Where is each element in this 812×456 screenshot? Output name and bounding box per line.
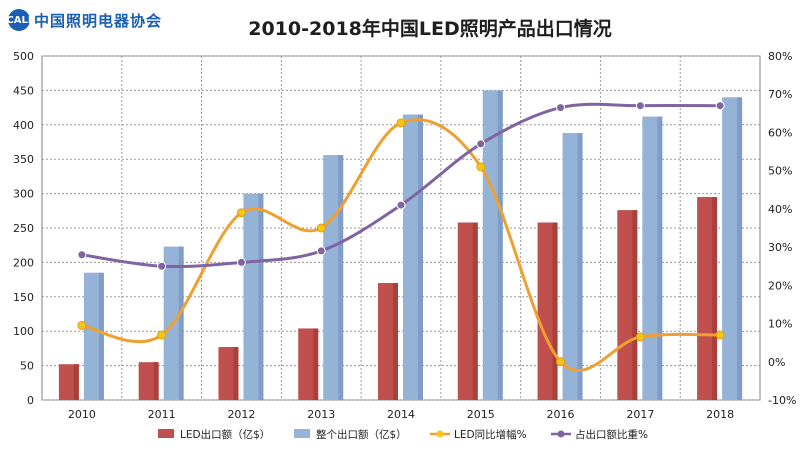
x-tick-label: 2014 (387, 408, 415, 421)
bar-total-export-shade (418, 114, 423, 400)
logo-mark: CALI (6, 9, 32, 31)
x-tick-label: 2012 (227, 408, 255, 421)
y-left-tick-label: 0 (27, 394, 34, 407)
bar-total-export-shade (338, 155, 344, 400)
y-left-tick-label: 150 (13, 291, 34, 304)
x-tick-label: 2016 (547, 408, 575, 421)
bar-led-export-shade (712, 197, 718, 400)
y-left-tick-label: 250 (13, 222, 34, 235)
bar-led-export-shade (153, 362, 159, 400)
line-led-growth-point (476, 162, 486, 172)
legend-swatch (294, 429, 310, 438)
bar-led-export-shade (233, 347, 239, 400)
line-led-growth-point (236, 208, 246, 218)
line-export-share-point (316, 246, 326, 256)
x-tick-label: 2018 (706, 408, 734, 421)
y-right-tick-label: 10% (768, 318, 792, 331)
legend-label: 占出口额比重% (575, 428, 648, 441)
legend-label: 整个出口额（亿$） (316, 428, 407, 441)
bar-led-export-shade (632, 210, 638, 400)
line-export-share-point (476, 139, 486, 149)
y-right-tick-label: 40% (768, 203, 792, 216)
y-left-tick-label: 50 (20, 360, 34, 373)
legend-label: LED出口额（亿$） (180, 428, 270, 441)
y-left-tick-label: 350 (13, 153, 34, 166)
line-export-share-point (635, 101, 645, 111)
x-tick-label: 2017 (626, 408, 654, 421)
bar-total-export-shade (178, 246, 184, 400)
y-right-tick-label: 70% (768, 88, 792, 101)
bar-total-export-shade (657, 116, 663, 400)
x-tick-label: 2015 (467, 408, 495, 421)
bar-led-export-shade (472, 222, 478, 400)
x-tick-label: 2010 (68, 408, 96, 421)
bar-led-export-shade (393, 283, 398, 400)
bar-led-export-shade (73, 364, 79, 400)
x-tick-label: 2011 (148, 408, 176, 421)
bar-led-export-shade (552, 222, 558, 400)
y-left-tick-label: 500 (13, 50, 34, 63)
y-left-tick-label: 400 (13, 119, 34, 132)
plot-area (41, 55, 761, 401)
line-led-growth-point (316, 223, 326, 233)
y-right-tick-label: 50% (768, 165, 792, 178)
x-tick-label: 2013 (307, 408, 335, 421)
y-right-tick-label: -10% (768, 394, 796, 407)
bar-led-export-shade (313, 328, 319, 400)
line-led-growth-point (715, 330, 725, 340)
y-left-tick-label: 100 (13, 325, 34, 338)
bar-total-export-shade (258, 193, 264, 400)
chart-title: 2010-2018年中国LED照明产品出口情况 (248, 18, 612, 40)
legend-marker (436, 430, 444, 438)
line-export-share-point (236, 257, 246, 267)
bar-total-export-shade (98, 272, 104, 400)
bar-total-export-shade (497, 90, 503, 401)
line-led-growth-point (556, 357, 566, 367)
y-left-tick-label: 200 (13, 256, 34, 269)
y-right-tick-label: 30% (768, 241, 792, 254)
line-led-growth-point (396, 118, 406, 128)
y-left-tick-label: 300 (13, 188, 34, 201)
bar-total-export-shade (577, 133, 583, 400)
legend-marker (557, 430, 565, 438)
y-right-tick-label: 20% (768, 279, 792, 292)
line-export-share-point (157, 261, 167, 271)
bar-total-export-shade (737, 97, 743, 400)
line-export-share-point (396, 200, 406, 210)
logo-text: 中国照明电器协会 (34, 11, 163, 30)
legend-label: LED同比增幅% (454, 428, 527, 441)
y-right-tick-label: 0% (768, 356, 785, 369)
y-right-tick-label: 80% (768, 50, 792, 63)
y-right-tick-label: 60% (768, 126, 792, 139)
line-led-growth-point (77, 320, 87, 330)
line-export-share-point (715, 101, 725, 111)
legend-swatch (158, 429, 174, 438)
line-export-share-point (77, 250, 87, 260)
line-export-share-point (556, 103, 566, 113)
logo: CALI 中国照明电器协会 (6, 8, 163, 32)
line-led-growth-point (157, 330, 167, 340)
y-left-tick-label: 450 (13, 84, 34, 97)
line-led-growth-point (635, 332, 645, 342)
